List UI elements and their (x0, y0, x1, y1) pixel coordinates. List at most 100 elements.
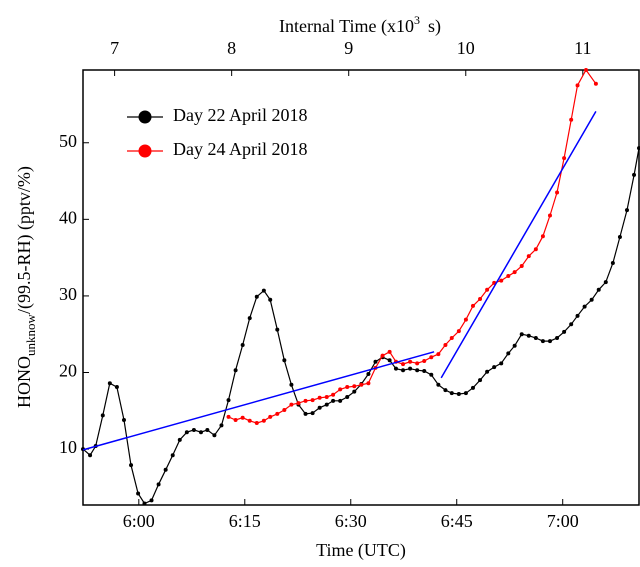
data-point (212, 433, 217, 438)
y-tick-label: 50 (59, 131, 77, 151)
data-point (415, 361, 420, 366)
data-point (485, 369, 490, 374)
data-point (331, 398, 336, 403)
data-point (219, 423, 224, 428)
data-point (88, 453, 93, 458)
data-point (366, 381, 371, 386)
x-axis-label: Time (UTC) (316, 540, 406, 561)
data-point (555, 336, 560, 341)
data-point (324, 402, 329, 407)
data-point (422, 368, 427, 373)
legend-marker (138, 144, 152, 158)
data-point (463, 317, 468, 322)
data-point (506, 351, 511, 356)
data-point (512, 343, 517, 348)
y-tick-label: 20 (59, 361, 77, 381)
data-point (436, 382, 441, 387)
data-point (499, 278, 504, 283)
data-point (575, 313, 580, 318)
data-point (569, 117, 574, 122)
data-point (136, 491, 141, 496)
data-point (610, 260, 615, 265)
data-point (205, 427, 210, 432)
data-point (338, 398, 343, 403)
data-point (603, 280, 608, 285)
data-point (240, 342, 245, 347)
data-point (463, 391, 468, 396)
data-point (569, 322, 574, 327)
data-point (289, 402, 294, 407)
legend-label: Day 22 April 2018 (173, 105, 308, 125)
data-point (359, 382, 364, 387)
data-point (387, 349, 392, 354)
legend-label: Day 24 April 2018 (173, 139, 308, 159)
data-point (366, 372, 371, 377)
data-point (584, 68, 589, 72)
data-point (499, 361, 504, 366)
data-point (512, 270, 517, 275)
data-point (191, 427, 196, 432)
data-point (575, 83, 580, 88)
data-point (632, 172, 637, 177)
data-point (540, 339, 545, 344)
data-point (533, 247, 538, 252)
data-point (485, 287, 490, 292)
y-label-sub: unknow (23, 313, 38, 356)
data-point (443, 388, 448, 393)
data-point (526, 333, 531, 338)
x2-label-sup: 3 (414, 13, 420, 27)
data-point (387, 358, 392, 363)
data-point (170, 453, 175, 458)
data-point (429, 372, 434, 377)
data-point (637, 146, 640, 151)
data-point (240, 415, 245, 420)
data-point (310, 411, 315, 416)
data-point (338, 387, 343, 392)
data-point (547, 213, 552, 218)
x2-label-main: Internal Time (x10 (279, 16, 414, 37)
data-point (317, 395, 322, 400)
data-point (519, 264, 524, 269)
data-point (547, 339, 552, 344)
data-point (562, 329, 567, 334)
y-tick-label: 40 (59, 207, 77, 227)
y-label-end: /(99.5-RH) (pptv/%) (14, 166, 35, 314)
x2-label-end: s) (428, 16, 441, 37)
data-point (254, 294, 259, 299)
data-point (408, 366, 413, 371)
data-point (373, 359, 378, 364)
data-point (275, 411, 280, 416)
data-point (303, 398, 308, 403)
data-point (380, 353, 385, 358)
legend-marker (138, 110, 152, 124)
data-point (470, 303, 475, 308)
plot-frame (82, 69, 640, 506)
data-point (596, 287, 601, 292)
x-tick-label: 7:00 (547, 511, 579, 531)
data-point (268, 414, 273, 419)
data-point (261, 418, 266, 423)
data-point (163, 467, 168, 472)
data-point (247, 418, 252, 423)
x-tick-label: 6:00 (123, 511, 155, 531)
data-point (478, 378, 483, 383)
data-point (624, 208, 629, 213)
data-point (422, 359, 427, 364)
data-point (149, 498, 154, 503)
data-point (129, 463, 134, 468)
y-tick-label: 30 (59, 284, 77, 304)
series-line (82, 147, 640, 505)
data-point (589, 297, 594, 302)
data-point (555, 190, 560, 195)
data-point (449, 391, 454, 396)
x2-tick-label: 11 (574, 38, 591, 58)
data-point (617, 234, 622, 239)
data-point (282, 358, 287, 363)
y-tick-label: 10 (59, 437, 77, 457)
data-point (226, 414, 231, 419)
x2-tick-label: 9 (344, 38, 353, 58)
data-point (519, 332, 524, 337)
x-tick-label: 6:15 (229, 511, 261, 531)
data-point (261, 288, 266, 293)
